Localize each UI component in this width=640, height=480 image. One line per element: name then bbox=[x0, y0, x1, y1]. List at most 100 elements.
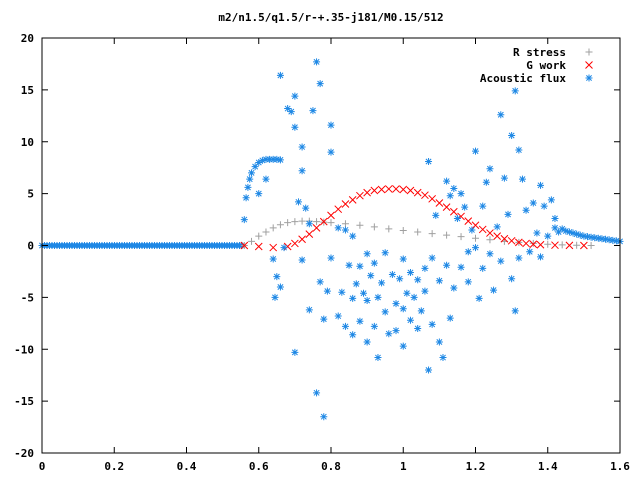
g-work-point bbox=[421, 191, 429, 200]
acoustic-flux-point bbox=[406, 268, 414, 276]
acoustic-flux-point bbox=[298, 143, 306, 151]
acoustic-flux-point bbox=[320, 413, 328, 421]
acoustic-flux-point bbox=[529, 199, 537, 207]
acoustic-flux-point bbox=[439, 354, 447, 362]
r-stress-point bbox=[255, 232, 263, 240]
r-stress-point bbox=[276, 221, 284, 229]
acoustic-flux-point bbox=[276, 283, 284, 291]
x-tick-label: 1.4 bbox=[538, 460, 558, 473]
acoustic-flux-point bbox=[457, 263, 465, 271]
x-tick-label: 0 bbox=[39, 460, 46, 473]
y-tick-label: 5 bbox=[27, 188, 34, 201]
g-work-point bbox=[305, 230, 314, 238]
acoustic-flux-point bbox=[569, 229, 577, 237]
g-work-point bbox=[500, 234, 509, 243]
legend-marker-g-work bbox=[585, 61, 593, 69]
g-work-point bbox=[565, 241, 574, 250]
acoustic-flux-point bbox=[345, 261, 353, 269]
legend-label-acoustic-flux: Acoustic flux bbox=[480, 72, 566, 85]
acoustic-flux-point bbox=[269, 155, 277, 163]
acoustic-flux-point bbox=[508, 275, 516, 283]
acoustic-flux-point bbox=[242, 194, 250, 202]
acoustic-flux-point bbox=[594, 234, 602, 242]
acoustic-flux-point bbox=[280, 244, 288, 252]
acoustic-flux-point bbox=[298, 256, 306, 264]
acoustic-flux-point bbox=[291, 348, 299, 356]
acoustic-flux-point bbox=[374, 293, 382, 301]
acoustic-flux-point bbox=[385, 330, 393, 338]
acoustic-flux-point bbox=[248, 169, 256, 177]
g-work-point bbox=[449, 207, 458, 216]
acoustic-flux-point bbox=[475, 294, 483, 302]
acoustic-flux-point bbox=[284, 105, 292, 113]
acoustic-flux-point bbox=[258, 156, 266, 164]
g-work-point bbox=[341, 200, 350, 208]
g-work-point bbox=[370, 186, 379, 195]
r-stress-point bbox=[298, 217, 306, 225]
y-tick-label: -20 bbox=[14, 447, 34, 460]
acoustic-flux-point bbox=[276, 71, 284, 79]
acoustic-flux-point bbox=[378, 279, 386, 287]
acoustic-flux-point bbox=[497, 111, 505, 119]
g-work-point bbox=[529, 240, 538, 249]
acoustic-flux-point bbox=[479, 264, 487, 272]
acoustic-flux-point bbox=[316, 80, 324, 88]
acoustic-flux-point bbox=[490, 286, 498, 294]
acoustic-flux-point bbox=[472, 244, 479, 252]
g-work-point bbox=[254, 242, 263, 251]
acoustic-flux-point bbox=[262, 155, 270, 163]
acoustic-flux-point bbox=[432, 211, 440, 219]
acoustic-flux-point bbox=[421, 264, 429, 272]
r-stress-point bbox=[529, 239, 537, 247]
x-tick-label: 1 bbox=[400, 460, 407, 473]
acoustic-flux-point bbox=[349, 331, 357, 339]
legend-marker-acoustic-flux-glyph bbox=[585, 74, 593, 82]
acoustic-flux-point bbox=[464, 278, 472, 286]
acoustic-flux-point bbox=[392, 327, 400, 335]
acoustic-flux-point bbox=[576, 231, 584, 239]
x-tick-label: 0.4 bbox=[177, 460, 197, 473]
g-work-point bbox=[377, 185, 386, 194]
acoustic-flux-point bbox=[273, 273, 281, 281]
acoustic-flux-point bbox=[240, 216, 248, 224]
acoustic-flux-point bbox=[327, 121, 335, 129]
acoustic-flux-point bbox=[518, 175, 526, 183]
acoustic-flux-point bbox=[266, 155, 274, 163]
acoustic-flux-point bbox=[526, 248, 534, 256]
acoustic-flux-point bbox=[464, 248, 472, 256]
acoustic-flux-point bbox=[598, 235, 606, 243]
r-stress-point bbox=[558, 241, 566, 249]
g-work-point bbox=[319, 217, 328, 226]
acoustic-flux-point bbox=[406, 316, 414, 324]
chart-title: m2/n1.5/q1.5/r-+.35-j181/M0.15/512 bbox=[218, 11, 443, 24]
y-tick-label: 10 bbox=[21, 136, 34, 149]
r-stress-point bbox=[269, 224, 277, 232]
g-work-point bbox=[428, 194, 437, 203]
acoustic-flux-point bbox=[320, 315, 328, 323]
r-stress-point bbox=[587, 242, 595, 249]
acoustic-flux-point bbox=[399, 255, 407, 263]
acoustic-flux-point bbox=[291, 123, 299, 131]
r-stress-point bbox=[313, 218, 321, 226]
legend-label-r-stress: R stress bbox=[513, 46, 566, 59]
r-stress-point bbox=[573, 241, 581, 249]
acoustic-flux-point bbox=[316, 278, 324, 286]
x-tick-label: 1.6 bbox=[610, 460, 630, 473]
acoustic-flux-point bbox=[544, 232, 552, 240]
r-stress-point bbox=[284, 219, 292, 227]
acoustic-flux-point bbox=[370, 259, 378, 267]
acoustic-flux-point bbox=[435, 338, 443, 346]
acoustic-flux-point bbox=[313, 389, 321, 397]
g-work-point bbox=[399, 185, 408, 194]
acoustic-flux-point bbox=[443, 177, 451, 185]
g-work-point bbox=[384, 185, 393, 193]
acoustic-flux-point bbox=[305, 306, 313, 314]
r-stress-point bbox=[356, 221, 364, 229]
x-tick-label: 0.8 bbox=[321, 460, 341, 473]
acoustic-flux-point bbox=[327, 148, 335, 156]
g-work-point bbox=[435, 199, 444, 207]
acoustic-flux-point bbox=[294, 198, 302, 206]
g-work-point bbox=[392, 185, 400, 193]
